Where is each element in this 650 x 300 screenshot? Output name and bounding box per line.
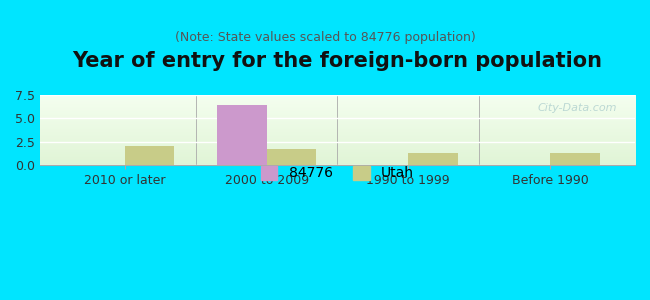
Bar <box>408 153 458 165</box>
Title: Year of entry for the foreign-born population: Year of entry for the foreign-born popul… <box>72 51 603 71</box>
Text: City-Data.com: City-Data.com <box>538 103 617 113</box>
Legend: 84776, Utah: 84776, Utah <box>254 159 421 188</box>
Bar <box>266 149 316 165</box>
Bar <box>125 146 174 165</box>
Text: (Note: State values scaled to 84776 population): (Note: State values scaled to 84776 popu… <box>175 32 475 44</box>
Bar <box>550 153 599 165</box>
Bar <box>217 105 266 165</box>
